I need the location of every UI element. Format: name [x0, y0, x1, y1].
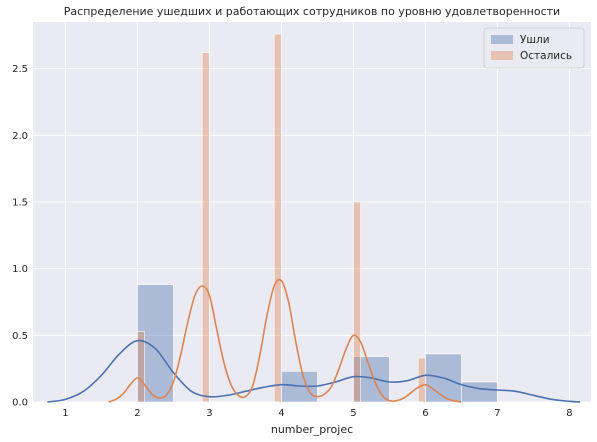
y-tick-label: 2.5: [12, 64, 28, 75]
plot-background: [33, 22, 591, 402]
histogram-bar-series-1: [273, 33, 282, 403]
x-tick-label: 3: [206, 408, 212, 419]
legend-swatch-stayed: [491, 51, 513, 60]
x-tick-label: 5: [350, 408, 356, 419]
x-tick-label: 7: [494, 408, 500, 419]
y-tick-label: 2.0: [12, 131, 28, 142]
kde-curve-series-0: [47, 339, 581, 403]
histogram-bar-series-1: [353, 201, 361, 403]
histogram-bar-series-1: [417, 357, 426, 403]
chart-title: Распределение ушедших и работающих сотру…: [64, 5, 560, 18]
y-tick-label: 0.0: [12, 398, 28, 409]
x-tick-label: 6: [422, 408, 428, 419]
histogram-bar-series-0: [353, 356, 390, 403]
histogram-bars: [137, 33, 498, 403]
x-axis-label: number_projec: [271, 423, 353, 436]
x-tick-label: 4: [278, 408, 284, 419]
legend: Ушли Остались: [483, 27, 585, 69]
x-tick-labels: 1 2 3 4 5 6 7 8: [62, 408, 572, 419]
histogram-bar-series-1: [201, 52, 210, 403]
kde-curve-series-1: [108, 278, 462, 403]
kde-curves: [47, 278, 581, 403]
x-tick-label: 1: [62, 408, 68, 419]
legend-box: [483, 27, 585, 69]
legend-label-stayed: Остались: [520, 50, 572, 62]
x-tick-label: 8: [566, 408, 572, 419]
legend-label-left: Ушли: [520, 34, 550, 46]
histogram-bar-series-0: [461, 381, 498, 403]
y-tick-label: 0.5: [12, 331, 28, 342]
x-tick-label: 2: [134, 408, 140, 419]
y-tick-label: 1.0: [12, 264, 28, 275]
legend-swatch-left: [491, 35, 513, 44]
y-tick-label: 1.5: [12, 198, 28, 209]
histogram-bar-series-1: [137, 331, 145, 403]
y-tick-labels: 0.0 0.5 1.0 1.5 2.0 2.5: [12, 64, 28, 408]
